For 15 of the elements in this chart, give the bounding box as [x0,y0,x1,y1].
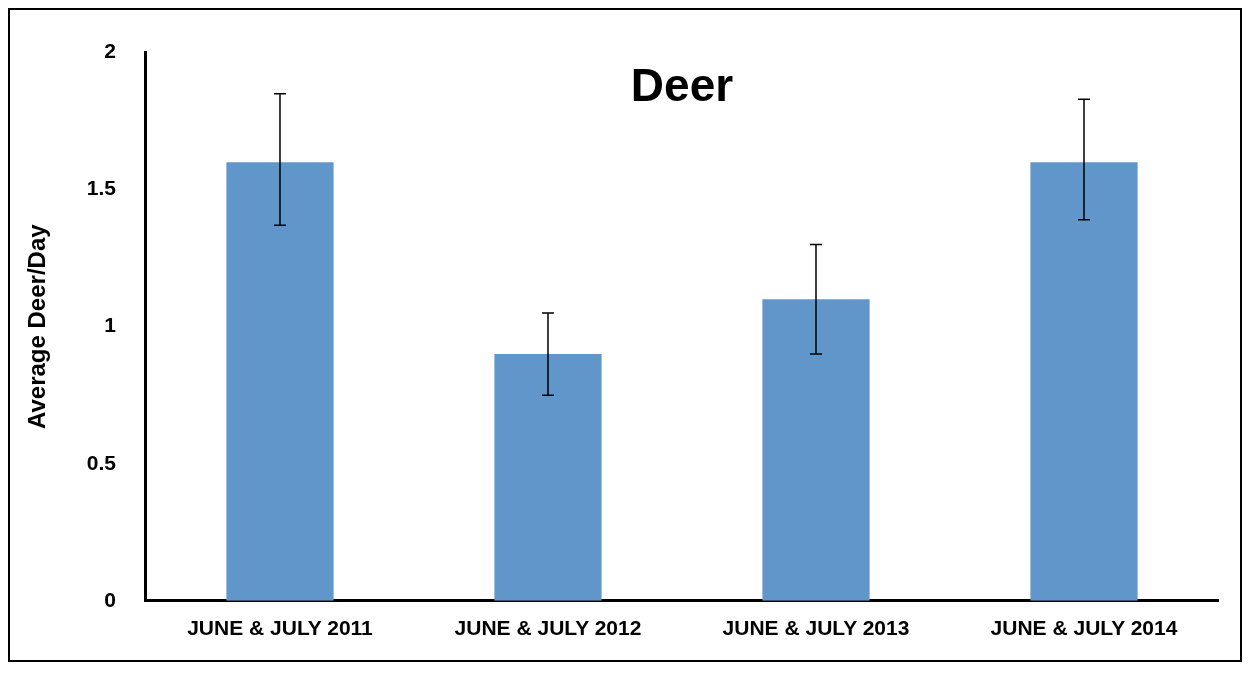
y-tick-label: 0.5 [86,450,117,474]
y-tick-label: 0 [104,587,116,611]
x-tick-label: JUNE & JULY 2011 [187,616,374,640]
y-tick-label: 1 [104,313,117,337]
y-axis-title: Average Deer/Day [23,223,51,429]
y-tick-label: 1.5 [86,176,117,200]
x-tick-label: JUNE & JULY 2013 [722,616,910,640]
bar [762,299,870,601]
y-tick-label: 2 [104,39,116,63]
chart-title: Deer [630,59,734,112]
bar [226,162,334,601]
x-tick-label: JUNE & JULY 2014 [990,616,1178,640]
x-tick-label: JUNE & JULY 2012 [454,616,642,640]
bar [494,354,602,601]
bar [1030,162,1138,601]
